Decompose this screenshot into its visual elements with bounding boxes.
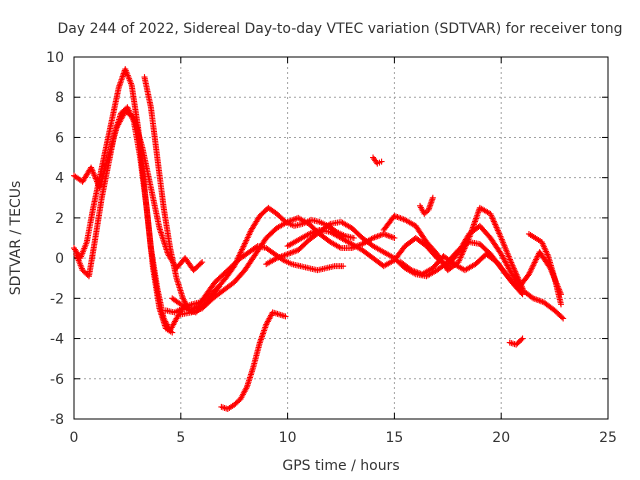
data-points	[71, 66, 567, 412]
series-trace-14	[506, 335, 526, 348]
data-point	[422, 209, 429, 216]
x-tick-label: 0	[70, 430, 79, 446]
series-trace-3	[71, 108, 206, 274]
y-tick-label: 10	[46, 50, 64, 66]
y-tick-label: -6	[50, 372, 64, 388]
data-point	[197, 260, 204, 267]
axis-ticks: 0 5 10 15 20 25 -8 -6 -4 -2 0 2 4 6 8 10	[46, 50, 617, 446]
series-trace-16	[417, 194, 436, 217]
y-tick-label: -8	[50, 412, 64, 428]
series-trace-13	[370, 154, 385, 167]
y-tick-label: 6	[55, 130, 64, 146]
y-tick-label: 4	[55, 171, 64, 187]
data-point	[169, 329, 176, 336]
series-trace-8	[218, 309, 289, 412]
data-point	[558, 314, 565, 321]
x-tick-label: 5	[176, 430, 185, 446]
x-tick-label: 15	[385, 430, 403, 446]
y-tick-label: 8	[55, 90, 64, 106]
data-point	[325, 221, 332, 228]
data-point	[558, 301, 565, 308]
data-point	[199, 259, 206, 266]
data-point	[378, 158, 385, 165]
chart-title: Day 244 of 2022, Sidereal Day-to-day VTE…	[57, 21, 622, 37]
x-tick-label: 20	[492, 430, 510, 446]
y-tick-label: -4	[50, 332, 64, 348]
data-point	[518, 336, 525, 343]
x-axis-label: GPS time / hours	[282, 458, 399, 474]
data-point	[519, 335, 526, 342]
data-point	[340, 263, 347, 270]
data-point	[429, 194, 436, 201]
data-point	[421, 210, 428, 217]
y-axis-label: SDTVAR / TECUs	[8, 181, 24, 296]
y-tick-label: 0	[55, 251, 64, 267]
data-point	[391, 235, 398, 241]
grid-lines	[74, 57, 608, 419]
x-tick-label: 10	[279, 430, 297, 446]
series-trace-15	[525, 230, 565, 308]
series-trace-2	[73, 104, 176, 336]
data-point	[282, 313, 289, 320]
series-trace-12	[397, 249, 565, 298]
y-tick-label: -2	[50, 291, 64, 307]
x-tick-label: 25	[599, 430, 617, 446]
data-point	[350, 235, 357, 241]
y-tick-label: 2	[55, 211, 64, 227]
plot-frame	[73, 56, 609, 420]
data-point	[560, 315, 567, 322]
